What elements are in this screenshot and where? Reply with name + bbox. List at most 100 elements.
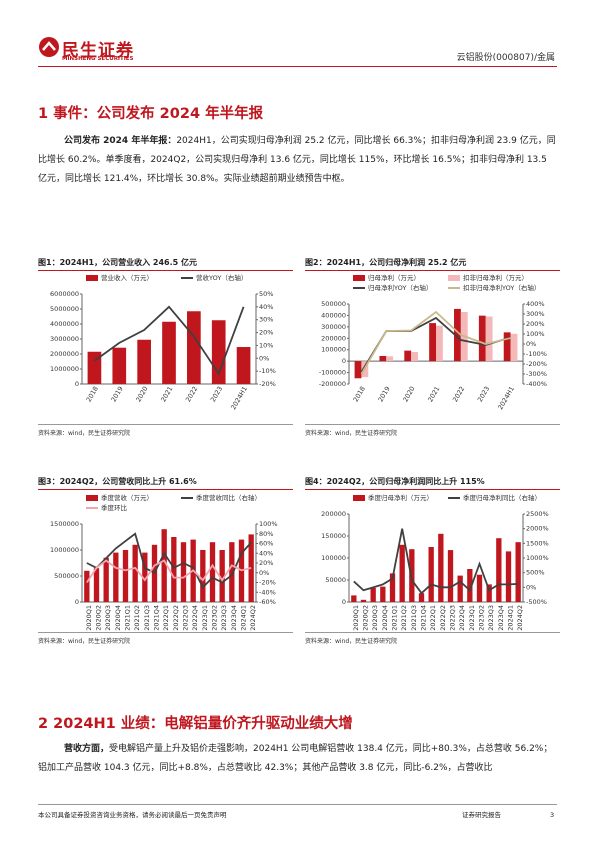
x-tick-label: 2020Q3 bbox=[371, 605, 379, 631]
x-tick-label: 2021Q4 bbox=[153, 605, 161, 631]
y2-tick-label: -200% bbox=[526, 360, 547, 368]
x-tick-label: 2021Q1 bbox=[391, 605, 399, 631]
y2-tick-label: 0% bbox=[259, 569, 269, 577]
y-tick-label: 1000000 bbox=[50, 365, 79, 373]
legend-label: 营业收入（万元） bbox=[101, 273, 153, 282]
bar bbox=[360, 599, 367, 602]
x-tick-label: 2024Q2 bbox=[249, 605, 257, 631]
y2-tick-label: 300% bbox=[526, 310, 545, 318]
y2-tick-label: 0% bbox=[259, 354, 269, 362]
bar bbox=[399, 544, 405, 602]
y2-tick-label: 100% bbox=[259, 520, 278, 528]
bar bbox=[515, 542, 521, 602]
x-tick-label: 2020Q1 bbox=[85, 605, 93, 631]
caption: 图3：2024Q2，公司营收同比上升 61.6% bbox=[38, 476, 293, 490]
bar bbox=[510, 333, 518, 362]
x-tick-label: 2020Q4 bbox=[381, 605, 389, 631]
bar bbox=[380, 586, 386, 602]
y-tick-label: 500000 bbox=[321, 300, 346, 308]
x-tick-label: 2022Q2 bbox=[439, 605, 447, 631]
bar bbox=[404, 350, 412, 362]
x-tick-label: 2022Q1 bbox=[162, 605, 170, 631]
bar bbox=[93, 568, 100, 602]
lead: 营收方面， bbox=[64, 744, 110, 754]
section-title: 2 2024H1 业绩：电解铝量价齐升驱动业绩大增 bbox=[38, 716, 353, 732]
bar bbox=[486, 584, 492, 602]
caption: 图4：2024Q2，公司归母净利润同比上升 115% bbox=[305, 476, 560, 490]
y-tick-label: -200000 bbox=[319, 380, 346, 388]
x-tick-label: 2023Q2 bbox=[478, 605, 486, 631]
bar bbox=[132, 544, 138, 602]
bar bbox=[505, 551, 512, 602]
bar bbox=[436, 325, 443, 362]
y2-tick-label: -400% bbox=[526, 380, 547, 388]
y2-tick-label: 40% bbox=[259, 549, 273, 557]
text: 2024H1，公司实现归母净利润 25.2 亿元，同比增长 66.3%；扣非归母… bbox=[38, 136, 556, 184]
y2-tick-label: 10% bbox=[259, 341, 273, 349]
y2-tick-label: 0% bbox=[526, 340, 536, 348]
chart: 归母净利（万元） 扣非归母净利（万元） 归母净利YOY（右轴） 扣非归母净利YOY（右… bbox=[319, 273, 547, 411]
y2-tick-label: 1500% bbox=[526, 539, 549, 547]
line bbox=[360, 310, 511, 375]
bar bbox=[180, 542, 187, 602]
logo-icon bbox=[39, 37, 59, 57]
footer-rule bbox=[38, 804, 557, 805]
y2-tick-label: 40% bbox=[259, 303, 273, 311]
bar bbox=[447, 550, 454, 602]
bar bbox=[418, 593, 425, 602]
x-tick-label: 2020Q3 bbox=[104, 605, 112, 631]
y2-tick-label: -100% bbox=[526, 350, 547, 358]
y-tick-label: 200000 bbox=[321, 334, 346, 342]
legend-label: 季度归母净利（万元） bbox=[368, 493, 433, 502]
bar bbox=[503, 332, 511, 362]
y-tick-label: 200000 bbox=[321, 510, 346, 518]
y-tick-label: 2000000 bbox=[50, 350, 79, 358]
legend-label: 营收YOY（右轴） bbox=[196, 273, 247, 282]
chart: 营业收入（万元） 营收YOY（右轴） 0 1000000 2000000 3000000 4… bbox=[50, 273, 276, 411]
bar bbox=[354, 361, 362, 379]
y2-tick-label: 30% bbox=[259, 316, 273, 324]
bar bbox=[112, 347, 127, 384]
x-tick-label: 2020Q2 bbox=[95, 605, 103, 631]
legend-swatch bbox=[353, 495, 365, 501]
source: 资料来源：wind，民生证券研究院 bbox=[305, 424, 560, 437]
x-tick-label: 2021Q2 bbox=[133, 605, 141, 631]
bar bbox=[351, 595, 357, 602]
x-tick-label: 2018 bbox=[352, 385, 367, 403]
x-tick-label: 2022Q1 bbox=[429, 605, 437, 631]
x-tick-label: 2022Q3 bbox=[449, 605, 457, 631]
y2-tick-label: 100% bbox=[526, 330, 545, 338]
disclaimer: 本公司具备证券投资咨询业务资格，请务必阅读最后一页免责声明 bbox=[38, 811, 227, 819]
y2-tick-label: 1000% bbox=[526, 554, 549, 562]
bar bbox=[467, 569, 473, 602]
y2-tick-label: -20% bbox=[259, 579, 276, 587]
x-tick-label: 2023 bbox=[209, 385, 224, 403]
y2-tick-label: -300% bbox=[526, 370, 547, 378]
y-tick-label: 0 bbox=[75, 598, 79, 606]
chart: 季度营收（万元） 季度营收同比（右轴） 季度环比 0 500000 1000000 1500… bbox=[50, 493, 278, 631]
report-type: 证券研究报告 bbox=[462, 811, 501, 819]
bar bbox=[476, 574, 483, 602]
legend-swatch bbox=[448, 275, 460, 281]
x-tick-label: 2021 bbox=[159, 385, 174, 403]
y-tick-label: 0 bbox=[342, 598, 346, 606]
y2-tick-label: 500% bbox=[526, 569, 545, 577]
logo: 民生证券 bbox=[62, 41, 134, 61]
bar bbox=[113, 552, 119, 602]
y-tick-label: 0 bbox=[75, 380, 79, 388]
x-tick-label: 2022Q2 bbox=[172, 605, 180, 631]
x-tick-label: 2023 bbox=[476, 385, 491, 403]
x-tick-label: 2021Q1 bbox=[124, 605, 132, 631]
legend-swatch bbox=[353, 275, 365, 281]
stock: 云铝股份(000807)/金属 bbox=[456, 53, 555, 63]
x-tick-label: 2020Q1 bbox=[352, 605, 360, 631]
y2-tick-label: -10% bbox=[259, 367, 276, 375]
x-tick-label: 2024H1 bbox=[229, 385, 249, 411]
y2-tick-label: -20% bbox=[259, 380, 276, 388]
source: 资料来源：wind，民生证券研究院 bbox=[305, 632, 560, 645]
x-tick-label: 2023Q1 bbox=[201, 605, 209, 631]
bar bbox=[122, 550, 129, 602]
y2-tick-label: -500% bbox=[526, 598, 547, 606]
bar bbox=[429, 323, 436, 362]
bar bbox=[137, 339, 151, 384]
